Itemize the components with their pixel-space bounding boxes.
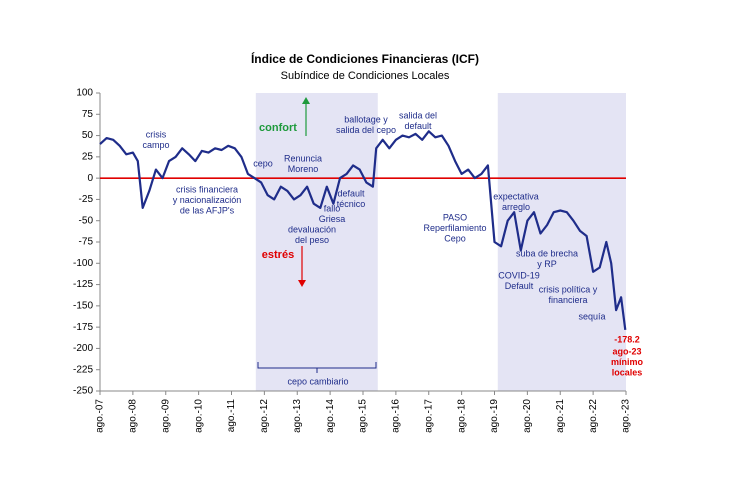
x-tick-label: ago.-17	[423, 399, 434, 433]
annotation: Moreno	[288, 164, 319, 174]
annotation: y nacionalización	[173, 195, 242, 205]
x-tick-label: ago.-10	[193, 399, 204, 433]
annotation: técnico	[337, 199, 366, 209]
annotation: devaluación	[288, 224, 336, 234]
annotation: Cepo	[444, 233, 466, 243]
annotation: cepo cambiario	[287, 376, 348, 386]
annotation: default	[404, 121, 432, 131]
y-tick-label: -150	[73, 300, 93, 311]
data-line	[99, 130, 627, 331]
x-tick-label: ago.-15	[358, 399, 369, 433]
y-tick-label: -75	[79, 237, 94, 248]
x-tick-label: ago.-16	[391, 399, 402, 433]
annotation: Renuncia	[284, 153, 322, 163]
annotation: sequía	[578, 311, 605, 321]
x-tick-label: ago.-20	[522, 399, 533, 433]
annotation: salida del cepo	[336, 125, 396, 135]
x-tick-label: ago.-19	[489, 399, 500, 433]
y-tick-label: -25	[79, 194, 94, 205]
y-tick-label: 50	[82, 130, 94, 141]
annotation: financiera	[548, 295, 587, 305]
annotation: salida del	[399, 110, 437, 120]
y-tick-label: -125	[73, 279, 93, 290]
value-label: -178.2	[614, 334, 640, 344]
annotation: ballotage y	[344, 114, 388, 124]
x-tick-label: ago.-09	[160, 399, 171, 433]
estres-arrowhead	[298, 280, 306, 287]
y-tick-label: 0	[87, 173, 93, 184]
y-tick-label: -175	[73, 322, 93, 333]
x-tick-label: ago.-23	[621, 399, 632, 433]
annotation: crisis política y	[539, 284, 598, 294]
annotation: default	[337, 188, 365, 198]
annotation: ago-23	[612, 346, 641, 356]
chart-title: Índice de Condiciones Financieras (ICF)	[251, 51, 479, 66]
annotation: COVID-19	[498, 270, 540, 280]
x-tick-label: ago.-14	[325, 399, 336, 433]
annotation: de las AFJP's	[180, 205, 235, 215]
annotation: PASO	[443, 212, 467, 222]
x-tick-label: ago.-13	[292, 399, 303, 433]
annotation: crisis	[146, 129, 167, 139]
annotation: Default	[505, 281, 534, 291]
y-tick-label: 100	[76, 88, 93, 99]
annotation: Griesa	[319, 214, 346, 224]
annotation: Reperfilamiento	[423, 223, 486, 233]
annotation: arreglo	[502, 202, 530, 212]
y-tick-label: 25	[82, 151, 94, 162]
y-tick-label: 75	[82, 109, 94, 120]
annotation: campo	[142, 140, 169, 150]
annotation: crisis financiera	[176, 184, 238, 194]
shaded-range	[255, 93, 378, 391]
y-tick-label: -100	[73, 258, 93, 269]
y-tick-label: -200	[73, 343, 93, 354]
chart-subtitle: Subíndice de Condiciones Locales	[281, 70, 450, 82]
annotation: expectativa	[493, 191, 539, 201]
annotation: y RP	[537, 259, 557, 269]
x-tick-label: ago.-21	[555, 399, 566, 433]
annotation: fallo	[324, 203, 341, 213]
x-tick-label: ago.-08	[128, 399, 139, 433]
annotation: locales	[612, 367, 643, 377]
x-tick-label: ago.-07	[95, 399, 106, 433]
annotation: del peso	[295, 235, 329, 245]
x-tick-label: ago.-22	[588, 399, 599, 433]
x-tick-label: ago.-18	[456, 399, 467, 433]
annotation: suba de brecha	[516, 248, 578, 258]
confort-arrowhead	[302, 97, 310, 104]
annotation: cepo	[253, 158, 273, 168]
y-tick-label: -225	[73, 364, 93, 375]
bracket	[257, 362, 377, 373]
y-tick-label: -50	[79, 215, 94, 226]
y-tick-label: -250	[73, 386, 93, 397]
estres-label: estrés	[262, 249, 294, 261]
annotation: mínimo	[611, 357, 644, 367]
x-tick-label: ago.-12	[259, 399, 270, 433]
x-tick-label: ago.-11	[226, 399, 237, 433]
confort-label: confort	[259, 122, 297, 134]
